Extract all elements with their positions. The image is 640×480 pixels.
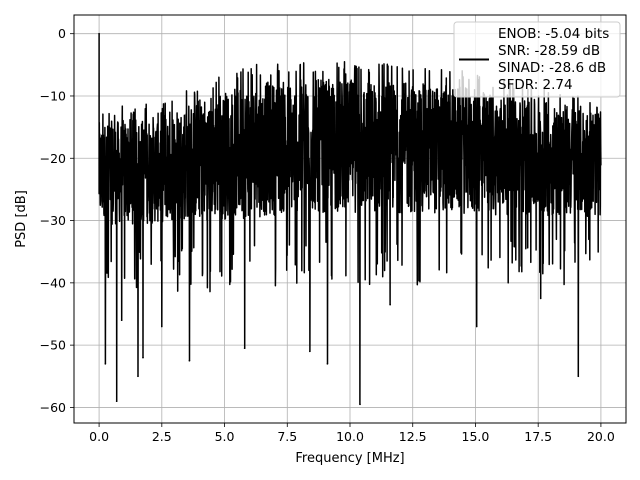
legend-entry-sfdr: SFDR: 2.74 — [498, 77, 573, 93]
psd-dip-point — [577, 375, 580, 378]
y-axis-label: PSD [dB] — [14, 190, 29, 248]
legend: ENOB: -5.04 bits SNR: -28.59 dB SINAD: -… — [453, 21, 621, 98]
axis-ticks: 0.0 2.5 5.0 7.5 10.0 12.5 15.0 17.5 20.0 0 −10 −20 −… — [40, 26, 615, 444]
x-tick-label: 12.5 — [399, 429, 427, 444]
psd-dip-point — [188, 359, 191, 362]
y-tick-label: −60 — [40, 400, 66, 415]
x-tick-label: 15.0 — [462, 429, 490, 444]
x-tick-label: 0.0 — [89, 429, 109, 444]
psd-dip-point — [389, 303, 391, 306]
y-tick-label: 0 — [58, 26, 66, 41]
psd-peak-point — [98, 32, 100, 35]
psd-dip-point — [359, 403, 361, 406]
psd-dip-point — [104, 363, 107, 365]
y-tick-label: −50 — [40, 338, 66, 353]
y-tick-label: −10 — [40, 88, 66, 103]
psd-dip-point — [161, 325, 163, 328]
psd-dip-point — [475, 325, 478, 328]
y-tick-label: −20 — [40, 151, 66, 166]
x-tick-label: 7.5 — [277, 429, 297, 444]
legend-entry-enob: ENOB: -5.04 bits — [498, 26, 609, 42]
x-tick-label: 20.0 — [587, 429, 615, 444]
legend-box — [453, 21, 621, 98]
psd-dip-point — [326, 363, 329, 365]
psd-dip-point — [120, 319, 123, 322]
legend-entry-snr: SNR: -28.59 dB — [498, 43, 600, 59]
x-tick-label: 5.0 — [215, 429, 235, 444]
legend-entry-sinad: SINAD: -28.6 dB — [498, 60, 606, 76]
plot-area — [98, 32, 602, 406]
psd-dip-point — [137, 375, 139, 378]
psd-series-line — [98, 33, 602, 406]
psd-dip-point — [309, 350, 311, 353]
x-tick-label: 17.5 — [524, 429, 552, 444]
psd-dip-point — [142, 356, 144, 359]
x-tick-label: 2.5 — [152, 429, 172, 444]
psd-dip-point — [243, 347, 246, 350]
x-tick-label: 10.0 — [336, 429, 364, 444]
psd-dip-point — [539, 297, 542, 300]
y-tick-label: −30 — [40, 213, 66, 228]
y-tick-label: −40 — [40, 275, 66, 290]
x-axis-label: Frequency [MHz] — [295, 451, 404, 466]
psd-dip-point — [115, 400, 118, 402]
